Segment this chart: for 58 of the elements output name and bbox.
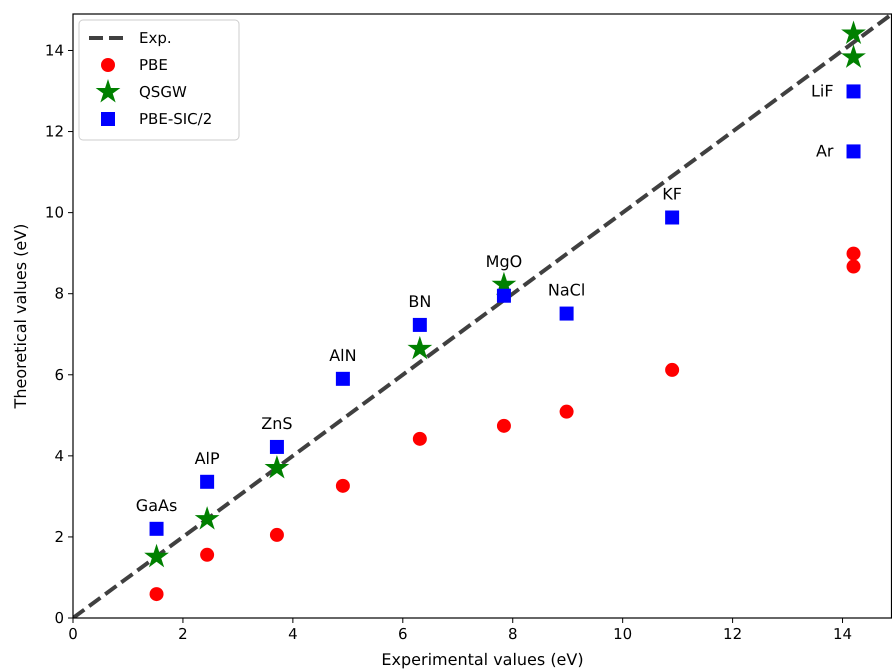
x-tick-label: 0 [68, 625, 78, 643]
legend-label: Exp. [139, 29, 172, 47]
point [841, 44, 866, 68]
y-axis-title: Theoretical values (eV) [11, 224, 30, 410]
point [336, 372, 350, 386]
legend-label: PBE [139, 56, 168, 74]
point [200, 548, 214, 562]
x-tick-label: 12 [723, 625, 742, 643]
point [144, 544, 169, 568]
annotation: ZnS [261, 414, 293, 433]
annotation: LiF [810, 81, 834, 100]
x-tick-label: 14 [832, 625, 852, 643]
y-tick-label: 2 [54, 528, 64, 546]
y-tick-label: 12 [44, 122, 64, 141]
point [846, 144, 861, 158]
point [846, 246, 861, 261]
point [665, 362, 680, 377]
point [412, 318, 427, 332]
point [846, 84, 861, 98]
y-tick-label: 10 [44, 204, 64, 222]
y-tick-label: 0 [54, 609, 64, 627]
y-tick-label: 4 [54, 446, 64, 465]
point [412, 432, 427, 446]
annotation: MgO [486, 252, 522, 271]
annotation: AlP [194, 448, 220, 468]
point [496, 418, 511, 433]
x-tick-label: 4 [288, 625, 298, 643]
point [407, 336, 432, 360]
point [560, 404, 574, 419]
annotation: KF [662, 184, 682, 204]
point [560, 306, 574, 321]
annotation: GaAs [136, 496, 178, 515]
point [496, 288, 511, 303]
y-tick-label: 8 [54, 284, 64, 303]
annotation: Ar [816, 141, 834, 160]
point [150, 587, 164, 602]
y-tick-label: 6 [54, 366, 64, 384]
annotation: AlN [329, 346, 357, 365]
x-tick-label: 10 [613, 625, 632, 643]
x-tick-label: 8 [508, 625, 518, 643]
y-tick-label: 14 [44, 41, 64, 60]
point [264, 455, 290, 479]
point [150, 522, 164, 536]
annotation: NaCl [548, 280, 586, 300]
legend-label: QSGW [139, 83, 187, 101]
point [194, 506, 220, 530]
point [665, 210, 680, 224]
annotation: BN [408, 292, 432, 311]
legend-label: PBE-SIC/2 [139, 110, 212, 128]
point [270, 440, 284, 454]
x-tick-label: 6 [398, 625, 408, 643]
point [270, 528, 284, 542]
point [200, 474, 214, 489]
x-tick-label: 2 [178, 625, 188, 643]
x-axis-title: Experimental values (eV) [381, 650, 584, 669]
point [336, 478, 350, 493]
point [841, 20, 866, 44]
point [846, 260, 861, 274]
